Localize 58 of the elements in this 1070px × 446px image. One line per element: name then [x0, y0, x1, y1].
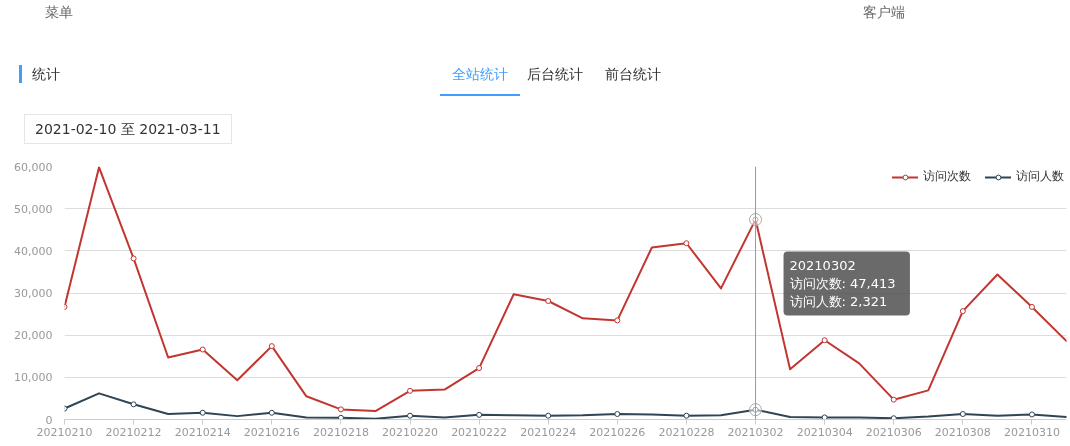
x-tick-label: 20210214 [174, 425, 231, 439]
y-tick-label: 50,000 [14, 202, 53, 216]
x-tick-label: 20210224 [520, 425, 577, 439]
chart-subtitle: 2021-02-10 至 2021-03-11 [24, 114, 232, 144]
y-tick-label: 10,000 [14, 371, 53, 385]
point [476, 365, 483, 372]
point [407, 412, 414, 419]
point [959, 308, 966, 315]
y-tick-label: 30,000 [14, 287, 53, 300]
point [337, 414, 344, 420]
point [959, 411, 966, 418]
y-tick-label: 20,000 [14, 329, 53, 343]
x-tick-label: 20210306 [865, 425, 922, 439]
x-tick-label: 20210308 [934, 425, 991, 439]
point [199, 346, 206, 353]
x-tick-label: 20210226 [589, 425, 646, 439]
y-tick-label: 40,000 [14, 244, 53, 258]
point [337, 406, 344, 413]
text: 菜单 [45, 3, 73, 21]
x-tick-label: 20210304 [796, 425, 853, 439]
x-tick-label: 20210310 [1003, 425, 1060, 439]
point [545, 298, 552, 305]
point [683, 412, 690, 419]
point [614, 411, 621, 418]
text: 客户端 [863, 3, 905, 21]
x-tick-label: 20210218 [312, 425, 369, 439]
text: 前台统计 [604, 65, 662, 83]
y-tick-label: 60,000 [14, 160, 53, 174]
chart-title: 统计 [19, 65, 60, 83]
x-tick-label: 20210228 [658, 425, 715, 439]
legend-label: 访问次数 [923, 168, 971, 185]
point [890, 396, 897, 403]
point [683, 240, 690, 247]
x-tick-label: 20210216 [243, 425, 300, 439]
point [614, 317, 621, 324]
point [407, 387, 414, 394]
text: 全站统计 [440, 65, 520, 96]
point [821, 337, 828, 344]
y-tick-label: 0 [45, 413, 53, 427]
x-tick-label: 20210210 [36, 425, 93, 439]
legend-label: 访问人数 [1016, 168, 1064, 185]
point [130, 401, 137, 408]
point [821, 414, 828, 420]
point [268, 409, 275, 416]
x-tick-label: 20210222 [451, 425, 508, 439]
x-tick-label: 20210220 [382, 425, 439, 439]
point [890, 415, 897, 420]
x-tick-label: 20210302 [727, 425, 784, 439]
point [1028, 411, 1035, 418]
point [1028, 303, 1035, 310]
point [268, 343, 275, 350]
annotation: 20210302 访问次数: 47,413 访问人数: 2,321 [789, 258, 896, 309]
point [130, 255, 137, 262]
text: 后台统计 [526, 65, 584, 83]
point [476, 411, 483, 418]
point [545, 412, 552, 419]
point [199, 409, 206, 416]
x-tick-label: 20210212 [105, 425, 162, 439]
